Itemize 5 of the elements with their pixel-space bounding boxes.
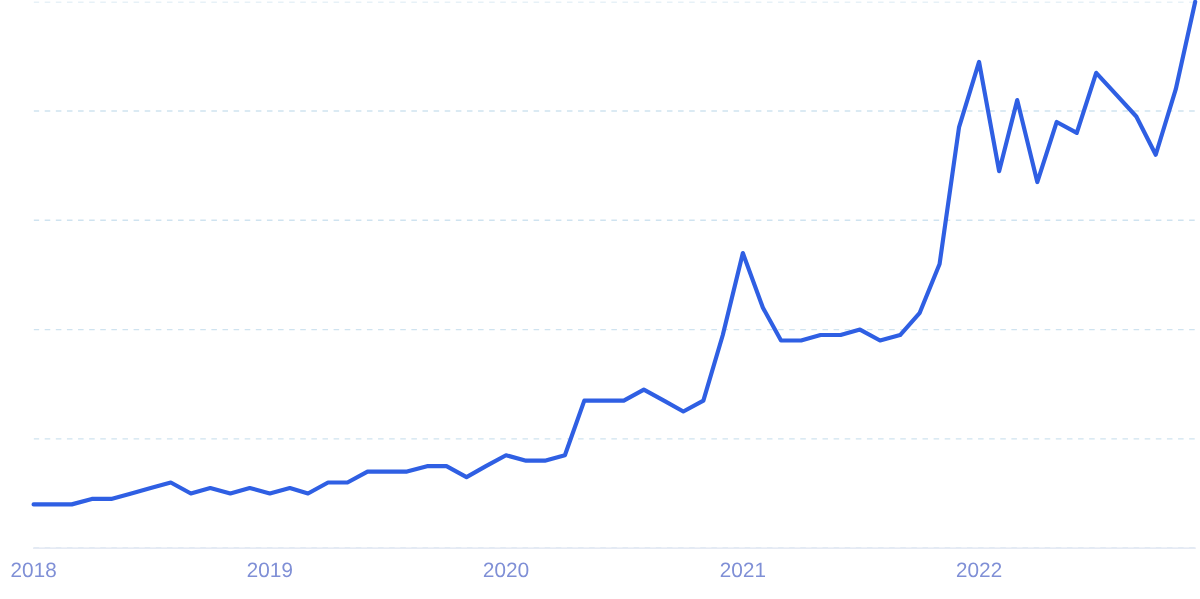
x-tick-label: 2020 bbox=[483, 562, 529, 578]
x-tick-label: 2018 bbox=[11, 562, 56, 578]
x-tick-label: 2019 bbox=[247, 562, 292, 578]
x-tick-label: 2021 bbox=[720, 562, 766, 578]
x-tick-label: 2022 bbox=[956, 562, 1002, 578]
